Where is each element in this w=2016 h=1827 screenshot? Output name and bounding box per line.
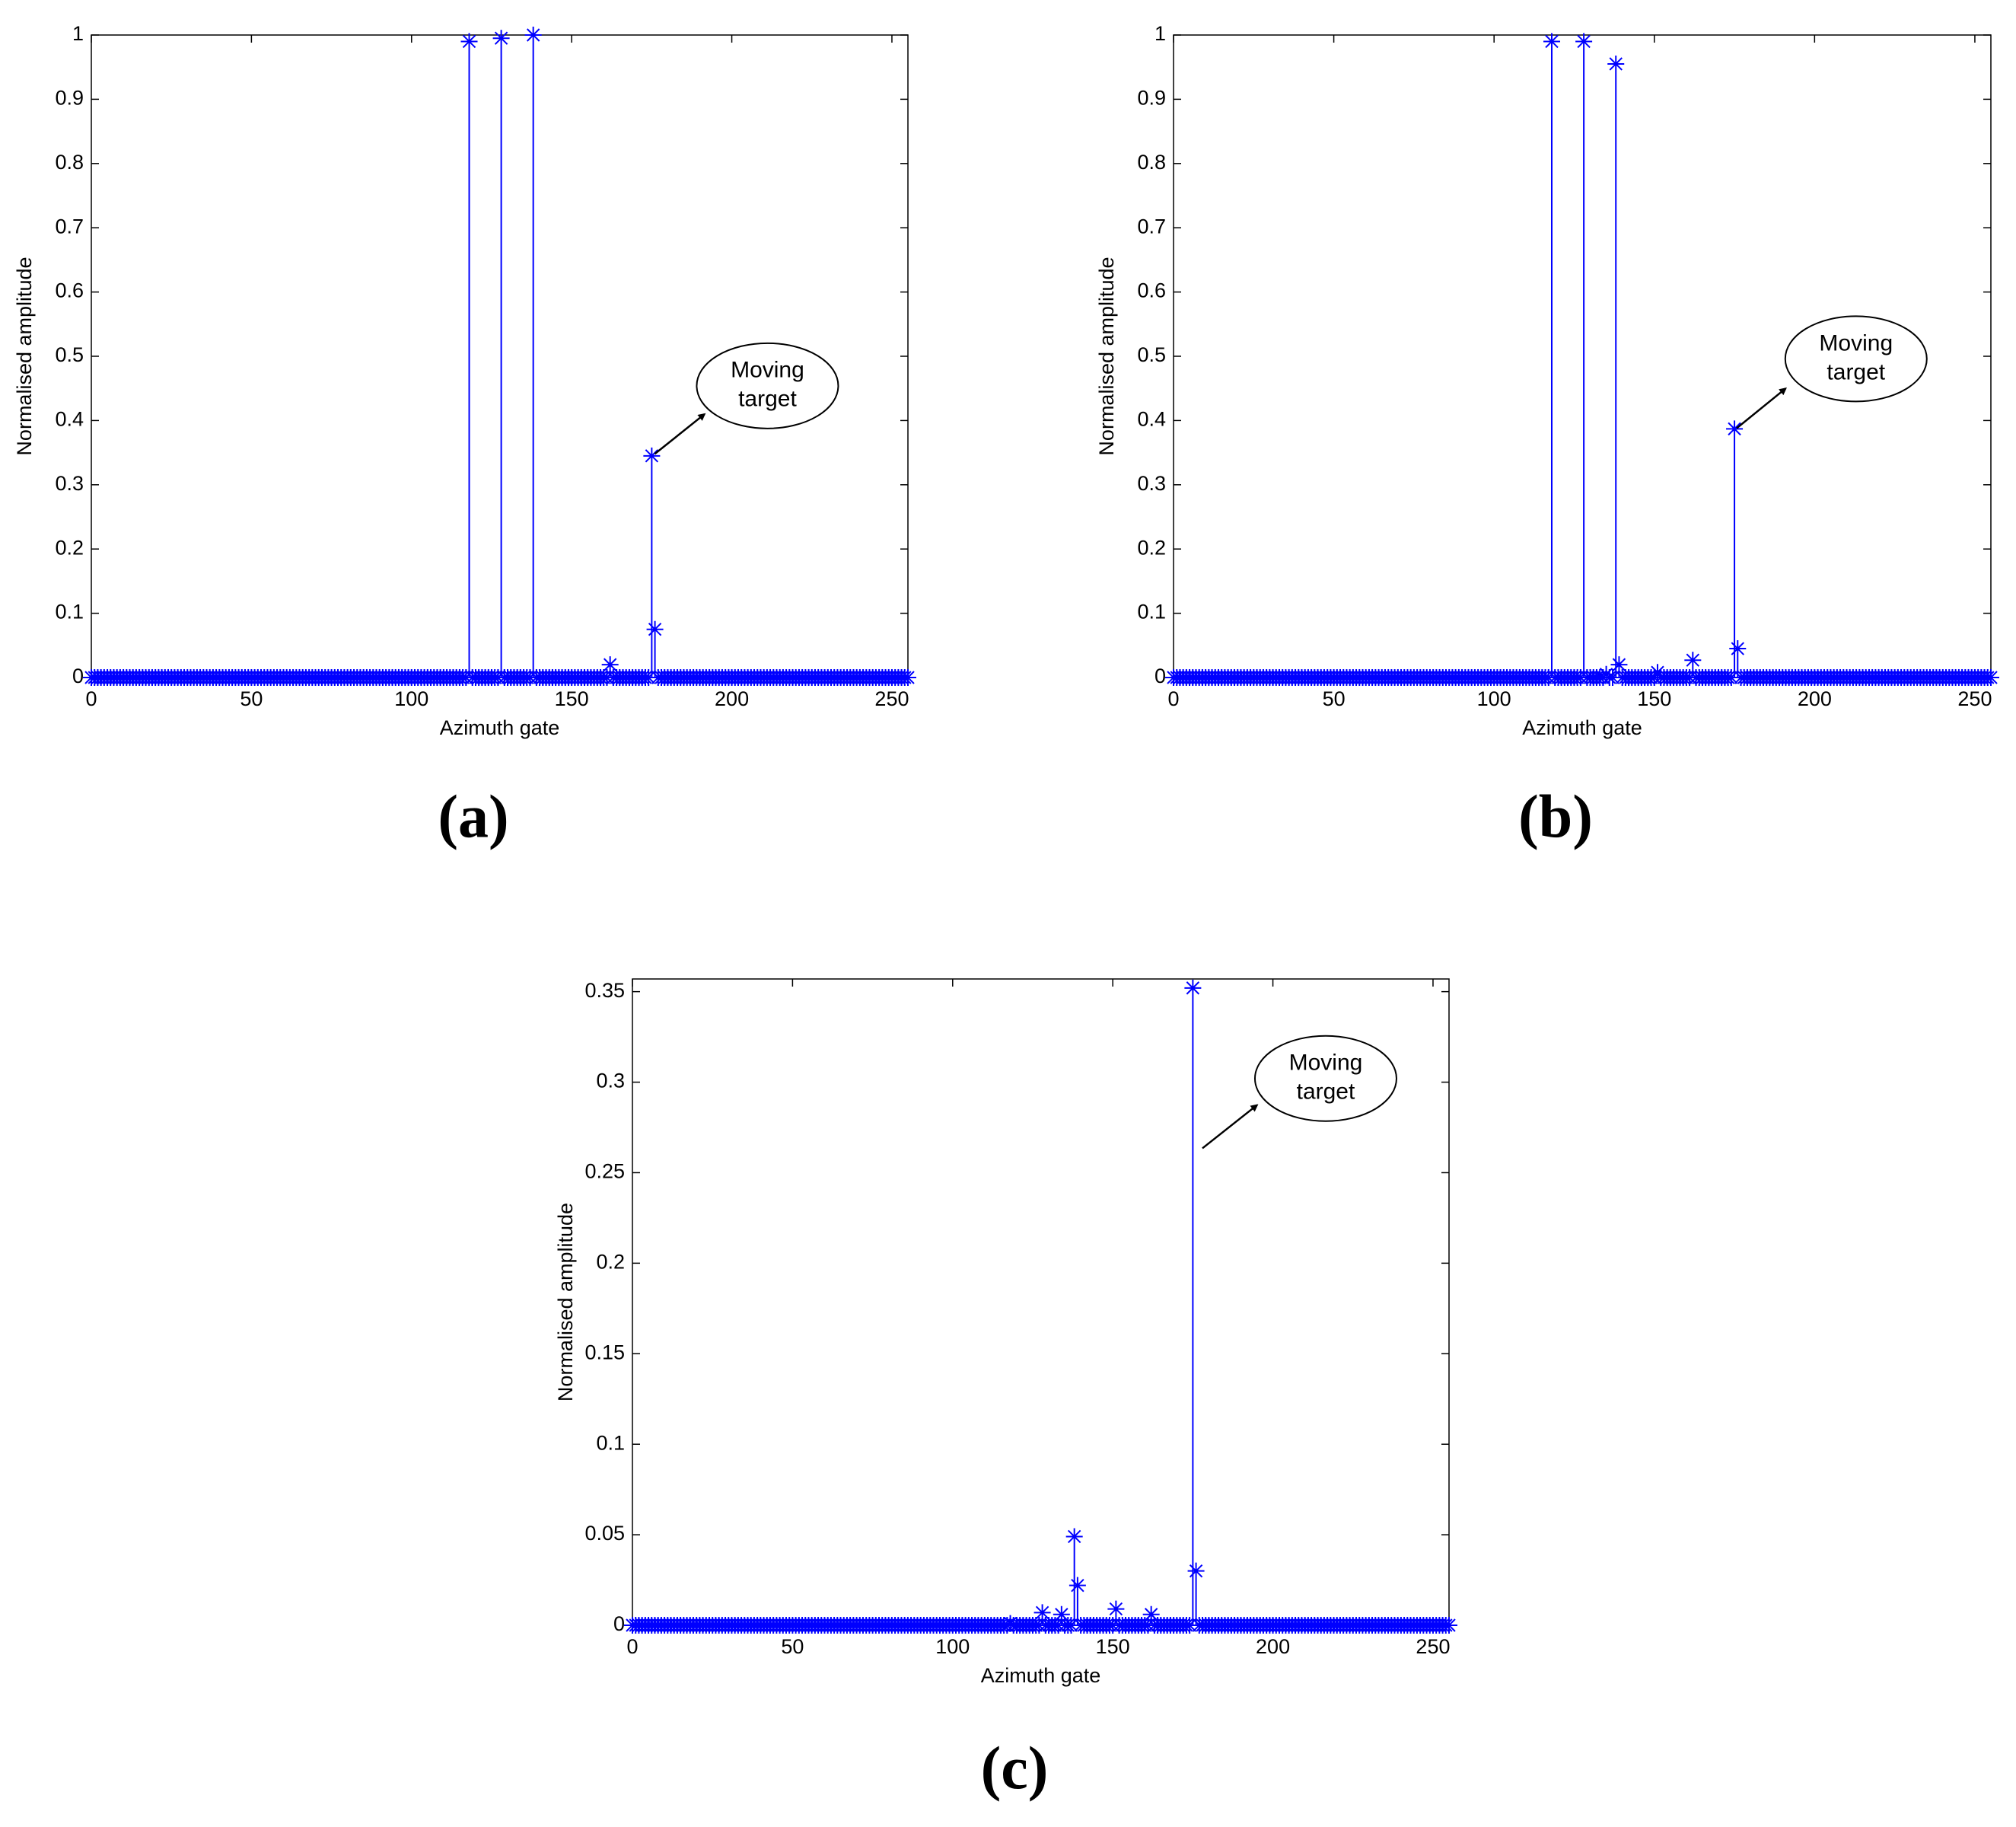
annotation-ellipse: [696, 342, 839, 429]
stem-marker: [1610, 656, 1628, 678]
stem-marker: [1441, 1617, 1457, 1634]
stem-marker: [601, 656, 619, 678]
y-tick-label: 0.9: [55, 87, 84, 110]
stem-marker: [1604, 669, 1622, 686]
y-tick-label: 0.7: [55, 215, 84, 238]
stem-marker: [460, 33, 478, 678]
y-tick-label: 0.8: [1137, 151, 1166, 174]
stem-marker: [900, 669, 916, 686]
y-tick-label: 0.9: [1137, 87, 1166, 110]
x-tick-label: 150: [1637, 687, 1671, 710]
y-tick-label: 0.1: [1137, 601, 1166, 623]
x-tick-label: 50: [1323, 687, 1346, 710]
x-tick-label: 50: [240, 687, 263, 710]
stem-marker: [492, 30, 510, 678]
x-tick-label: 0: [626, 1635, 638, 1658]
stem-marker: [1002, 1615, 1019, 1632]
x-tick-label: 250: [874, 687, 909, 710]
y-tick-label: 0.2: [1137, 536, 1166, 559]
stem-marker: [1684, 652, 1702, 678]
annotation-arrow: [1202, 1104, 1259, 1149]
stem-marker: [1062, 1617, 1080, 1634]
stem-marker: [1181, 1617, 1199, 1634]
stem-marker: [1607, 55, 1625, 678]
annotation-text: target: [1827, 359, 1885, 384]
stem-marker: [1107, 1600, 1125, 1625]
stem-marker: [1065, 1528, 1083, 1625]
y-tick-label: 0.3: [596, 1070, 625, 1092]
y-tick-label: 0.05: [584, 1522, 625, 1545]
x-tick-label: 200: [1798, 687, 1832, 710]
x-tick-label: 200: [715, 687, 749, 710]
x-tick-label: 150: [1096, 1635, 1130, 1658]
panel-label: (b): [1518, 783, 1593, 850]
stem-marker: [524, 27, 542, 678]
y-tick-label: 0: [72, 665, 84, 687]
stem-marker: [1187, 1562, 1205, 1625]
annotation-arrow: [654, 413, 706, 455]
x-tick-label: 100: [935, 1635, 970, 1658]
x-tick-label: 0: [1167, 687, 1179, 710]
annotation-text: Moving: [1819, 330, 1893, 356]
panel-label: (c): [981, 1735, 1049, 1802]
y-tick-label: 0.1: [596, 1431, 625, 1454]
x-tick-label: 250: [1957, 687, 1992, 710]
y-axis-label: Normalised amplitude: [13, 257, 36, 455]
y-tick-label: 0.35: [584, 979, 625, 1002]
annotation-arrow: [1736, 387, 1787, 429]
y-tick-label: 0.3: [55, 472, 84, 495]
annotation-text: Moving: [1289, 1051, 1363, 1076]
annotation-text: Moving: [731, 358, 804, 383]
stem-marker: [1069, 1577, 1086, 1625]
x-axis-label: Azimuth gate: [1522, 716, 1642, 739]
y-tick-label: 0.25: [584, 1160, 625, 1183]
x-tick-label: 50: [781, 1635, 804, 1658]
stem-marker: [646, 620, 664, 678]
y-tick-label: 0.1: [55, 601, 84, 623]
y-tick-label: 1: [72, 22, 84, 45]
annotation-ellipse: [1784, 315, 1928, 403]
y-tick-label: 0.6: [1137, 279, 1166, 302]
stem-marker: [1543, 33, 1560, 678]
stem-marker: [1033, 1604, 1051, 1625]
y-tick-label: 0.15: [584, 1341, 625, 1363]
y-tick-label: 0.5: [1137, 343, 1166, 366]
y-tick-label: 0: [613, 1612, 625, 1635]
x-tick-label: 250: [1416, 1635, 1450, 1658]
x-tick-label: 200: [1256, 1635, 1290, 1658]
stem-marker: [1575, 33, 1593, 678]
stem-marker: [1983, 669, 1999, 686]
y-tick-label: 0.6: [55, 279, 84, 302]
x-tick-label: 100: [394, 687, 428, 710]
stem-marker: [1184, 979, 1202, 1625]
x-axis-label: Azimuth gate: [981, 1664, 1101, 1687]
y-axis-label: Normalised amplitude: [1095, 257, 1118, 455]
stem-marker: [1729, 640, 1747, 678]
y-tick-label: 0.2: [596, 1250, 625, 1273]
x-axis-label: Azimuth gate: [440, 716, 560, 739]
y-axis-label: Normalised amplitude: [554, 1203, 577, 1401]
y-tick-label: 0: [1155, 665, 1166, 687]
y-tick-label: 0.4: [55, 408, 84, 431]
annotation-ellipse: [1253, 1035, 1397, 1122]
y-tick-label: 0.3: [1137, 472, 1166, 495]
stem-marker: [643, 447, 661, 678]
stem-marker: [640, 669, 658, 686]
stem-marker: [1722, 669, 1740, 686]
y-tick-label: 0.2: [55, 536, 84, 559]
y-tick-label: 1: [1155, 22, 1166, 45]
x-tick-label: 150: [555, 687, 589, 710]
y-tick-label: 0.7: [1137, 215, 1166, 238]
stem-marker: [1726, 420, 1744, 678]
x-tick-label: 0: [85, 687, 97, 710]
x-tick-label: 100: [1477, 687, 1511, 710]
annotation-text: target: [1297, 1079, 1355, 1105]
y-tick-label: 0.4: [1137, 408, 1166, 431]
panel-label: (a): [438, 783, 508, 850]
y-tick-label: 0.8: [55, 151, 84, 174]
annotation-text: target: [738, 387, 797, 412]
y-tick-label: 0.5: [55, 343, 84, 366]
